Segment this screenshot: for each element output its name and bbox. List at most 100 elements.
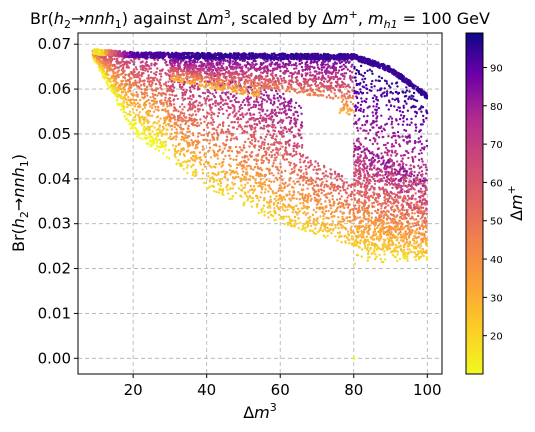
scatter-point xyxy=(399,196,402,199)
scatter-point xyxy=(159,99,162,103)
scatter-point xyxy=(280,206,284,209)
scatter-point xyxy=(228,146,231,149)
scatter-point xyxy=(423,198,427,201)
scatter-point xyxy=(380,203,383,206)
scatter-point xyxy=(191,173,194,177)
scatter-point xyxy=(141,93,144,96)
scatter-point xyxy=(348,242,351,245)
scatter-point xyxy=(219,101,223,104)
scatter-point xyxy=(404,212,408,216)
scatter-point xyxy=(414,192,417,195)
scatter-point xyxy=(274,210,277,213)
scatter-point xyxy=(367,226,370,229)
scatter-point xyxy=(184,90,187,94)
scatter-point xyxy=(282,195,286,199)
scatter-point xyxy=(307,166,311,169)
scatter-point xyxy=(420,152,423,155)
scatter-point xyxy=(395,81,399,84)
scatter-point xyxy=(349,220,352,224)
scatter-point xyxy=(167,124,171,127)
scatter-point xyxy=(166,100,169,103)
scatter-point xyxy=(309,199,312,202)
scatter-point xyxy=(243,175,246,179)
scatter-point xyxy=(320,189,323,192)
scatter-point xyxy=(243,125,247,128)
scatter-point xyxy=(322,234,326,237)
scatter-point xyxy=(199,118,202,121)
scatter-point xyxy=(369,162,372,166)
scatter-point xyxy=(400,203,404,206)
scatter-point xyxy=(363,183,367,187)
scatter-point xyxy=(257,211,260,215)
scatter-point xyxy=(258,122,262,125)
scatter-point xyxy=(321,222,324,225)
scatter-point xyxy=(243,103,247,107)
scatter-point xyxy=(143,84,146,87)
scatter-point xyxy=(215,174,219,177)
scatter-point xyxy=(399,236,402,239)
scatter-point xyxy=(203,165,207,168)
scatter-point xyxy=(313,192,316,196)
scatter-point xyxy=(407,235,411,238)
scatter-point xyxy=(413,188,416,191)
scatter-point xyxy=(394,177,398,180)
scatter-point xyxy=(391,242,394,245)
scatter-point xyxy=(349,184,352,187)
scatter-point xyxy=(313,184,316,187)
scatter-point xyxy=(366,238,370,242)
scatter-point xyxy=(259,116,262,120)
scatter-point xyxy=(286,208,289,211)
scatter-point xyxy=(275,135,278,138)
scatter-point xyxy=(421,220,425,224)
scatter-point xyxy=(188,89,192,92)
scatter-point xyxy=(278,120,282,124)
scatter-point xyxy=(155,102,158,105)
scatter-point xyxy=(275,111,278,114)
scatter-point xyxy=(293,215,297,219)
scatter-point xyxy=(363,228,366,232)
scatter-point xyxy=(116,66,120,69)
scatter-point xyxy=(407,188,411,191)
scatter-point xyxy=(404,251,407,254)
scatter-point xyxy=(155,70,158,74)
scatter-point xyxy=(203,138,207,141)
scatter-point xyxy=(421,160,424,163)
scatter-point xyxy=(393,105,396,108)
scatter-point xyxy=(182,114,186,118)
scatter-point xyxy=(202,115,206,118)
scatter-point xyxy=(353,204,356,207)
scatter-point xyxy=(211,136,214,139)
scatter-point xyxy=(250,188,254,191)
scatter-point xyxy=(228,168,232,172)
scatter-point xyxy=(365,169,369,173)
scatter-point xyxy=(246,95,250,98)
scatter-point xyxy=(381,155,384,158)
scatter-point xyxy=(356,225,360,228)
scatter-point xyxy=(267,114,271,117)
scatter-point xyxy=(413,139,417,143)
scatter-point xyxy=(364,154,367,157)
scatter-point xyxy=(264,150,267,153)
scatter-point xyxy=(413,218,416,221)
scatter-point xyxy=(181,108,184,111)
scatter-point xyxy=(406,194,410,198)
scatter-point xyxy=(312,208,315,212)
scatter-point xyxy=(101,61,104,65)
scatter-point xyxy=(212,149,215,152)
scatter-point xyxy=(220,98,224,101)
scatter-point xyxy=(352,213,356,216)
scatter-point xyxy=(94,55,97,59)
scatter-point xyxy=(126,106,129,109)
scatter-point xyxy=(403,215,406,218)
scatter-point xyxy=(339,205,342,209)
scatter-point xyxy=(282,101,286,105)
scatter-point xyxy=(150,141,153,144)
scatter-point xyxy=(372,231,375,234)
scatter-point xyxy=(129,101,133,105)
scatter-point xyxy=(405,240,408,244)
scatter-point xyxy=(375,192,379,196)
scatter-point xyxy=(384,183,387,186)
scatter-point xyxy=(401,213,405,216)
scatter-point xyxy=(202,134,205,137)
scatter-point xyxy=(393,98,397,102)
